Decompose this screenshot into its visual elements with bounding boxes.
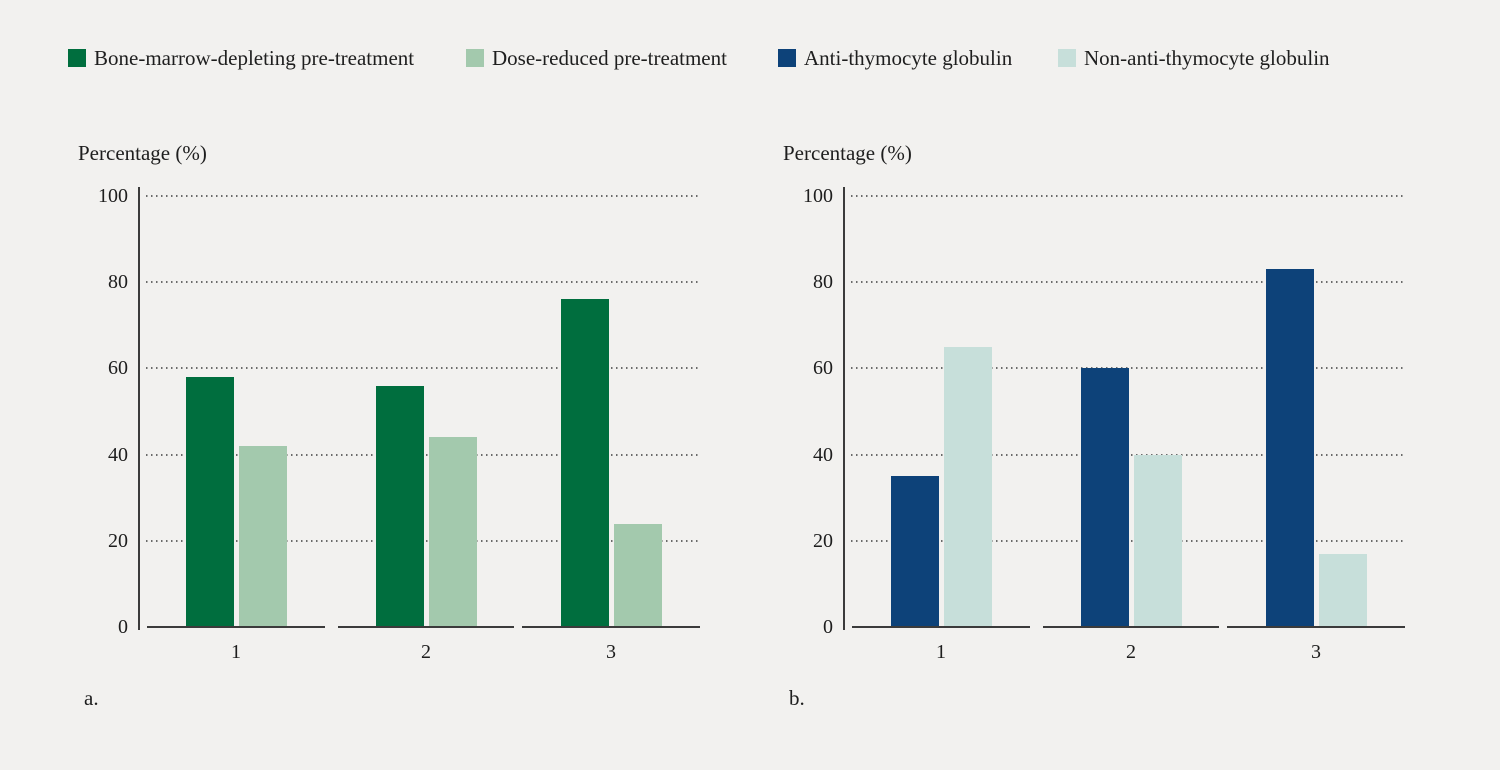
y-tick-label: 80 xyxy=(108,271,128,294)
bar xyxy=(1265,269,1314,627)
y-tick-label: 0 xyxy=(823,616,833,638)
gridline xyxy=(146,281,700,284)
y-axis-line xyxy=(138,187,140,630)
y-tick-label: 20 xyxy=(813,529,833,552)
bar xyxy=(1318,553,1367,627)
gridline xyxy=(851,281,1405,284)
y-tick-label: 0 xyxy=(118,616,128,638)
baseline-segment xyxy=(1227,626,1405,628)
baseline-segment xyxy=(852,626,1030,628)
gridline xyxy=(851,195,1405,197)
legend-swatch-dark-blue xyxy=(778,49,796,67)
y-tick-label: 40 xyxy=(813,443,833,466)
legend-label: Dose-reduced pre-treatment xyxy=(492,46,727,70)
legend-swatch-dark-green xyxy=(68,49,86,67)
y-tick-label: 20 xyxy=(108,529,128,552)
baseline-segment xyxy=(1043,626,1219,628)
bar xyxy=(185,377,234,627)
x-category-label: 2 xyxy=(1126,641,1136,663)
bar xyxy=(613,523,662,627)
legend-label: Anti-thymocyte globulin xyxy=(804,46,1013,70)
legend-label: Non-anti-thymocyte globulin xyxy=(1084,46,1330,70)
y-tick-label: 40 xyxy=(108,443,128,466)
bar xyxy=(375,385,424,627)
legend-item-non-anti-thymocyte: Non-anti-thymocyte globulin xyxy=(1058,47,1330,69)
legend-item-bone-marrow-depleting: Bone-marrow-depleting pre-treatment xyxy=(68,47,414,69)
panel-label: a. xyxy=(84,686,99,710)
legend-label: Bone-marrow-depleting pre-treatment xyxy=(94,46,415,70)
x-category-label: 3 xyxy=(1311,641,1321,663)
y-axis-line xyxy=(843,187,845,630)
bar xyxy=(1133,454,1182,627)
y-tick-label: 100 xyxy=(803,185,833,207)
y-tick-label: 60 xyxy=(108,357,128,380)
bar xyxy=(238,445,287,627)
baseline-segment xyxy=(147,626,325,628)
x-category-label: 3 xyxy=(606,641,616,663)
bar xyxy=(890,476,939,627)
gridline xyxy=(146,195,700,197)
baseline-segment xyxy=(338,626,514,628)
bar xyxy=(560,299,609,627)
bar xyxy=(943,346,992,627)
legend-swatch-light-blue xyxy=(1058,49,1076,67)
baseline-segment xyxy=(522,626,700,628)
bar xyxy=(428,437,477,627)
y-axis-title: Percentage (%) xyxy=(78,141,207,165)
y-axis-title: Percentage (%) xyxy=(783,141,912,165)
y-tick-label: 80 xyxy=(813,271,833,294)
gridline xyxy=(146,367,700,370)
panel-label: b. xyxy=(789,686,805,710)
x-category-label: 2 xyxy=(421,641,431,663)
x-category-label: 1 xyxy=(936,641,946,663)
legend-item-dose-reduced: Dose-reduced pre-treatment xyxy=(466,47,727,69)
legend-swatch-light-green xyxy=(466,49,484,67)
x-category-label: 1 xyxy=(231,641,241,663)
legend-item-anti-thymocyte: Anti-thymocyte globulin xyxy=(778,47,1012,69)
bar xyxy=(1080,368,1129,627)
y-tick-label: 100 xyxy=(98,185,128,207)
y-tick-label: 60 xyxy=(813,357,833,380)
